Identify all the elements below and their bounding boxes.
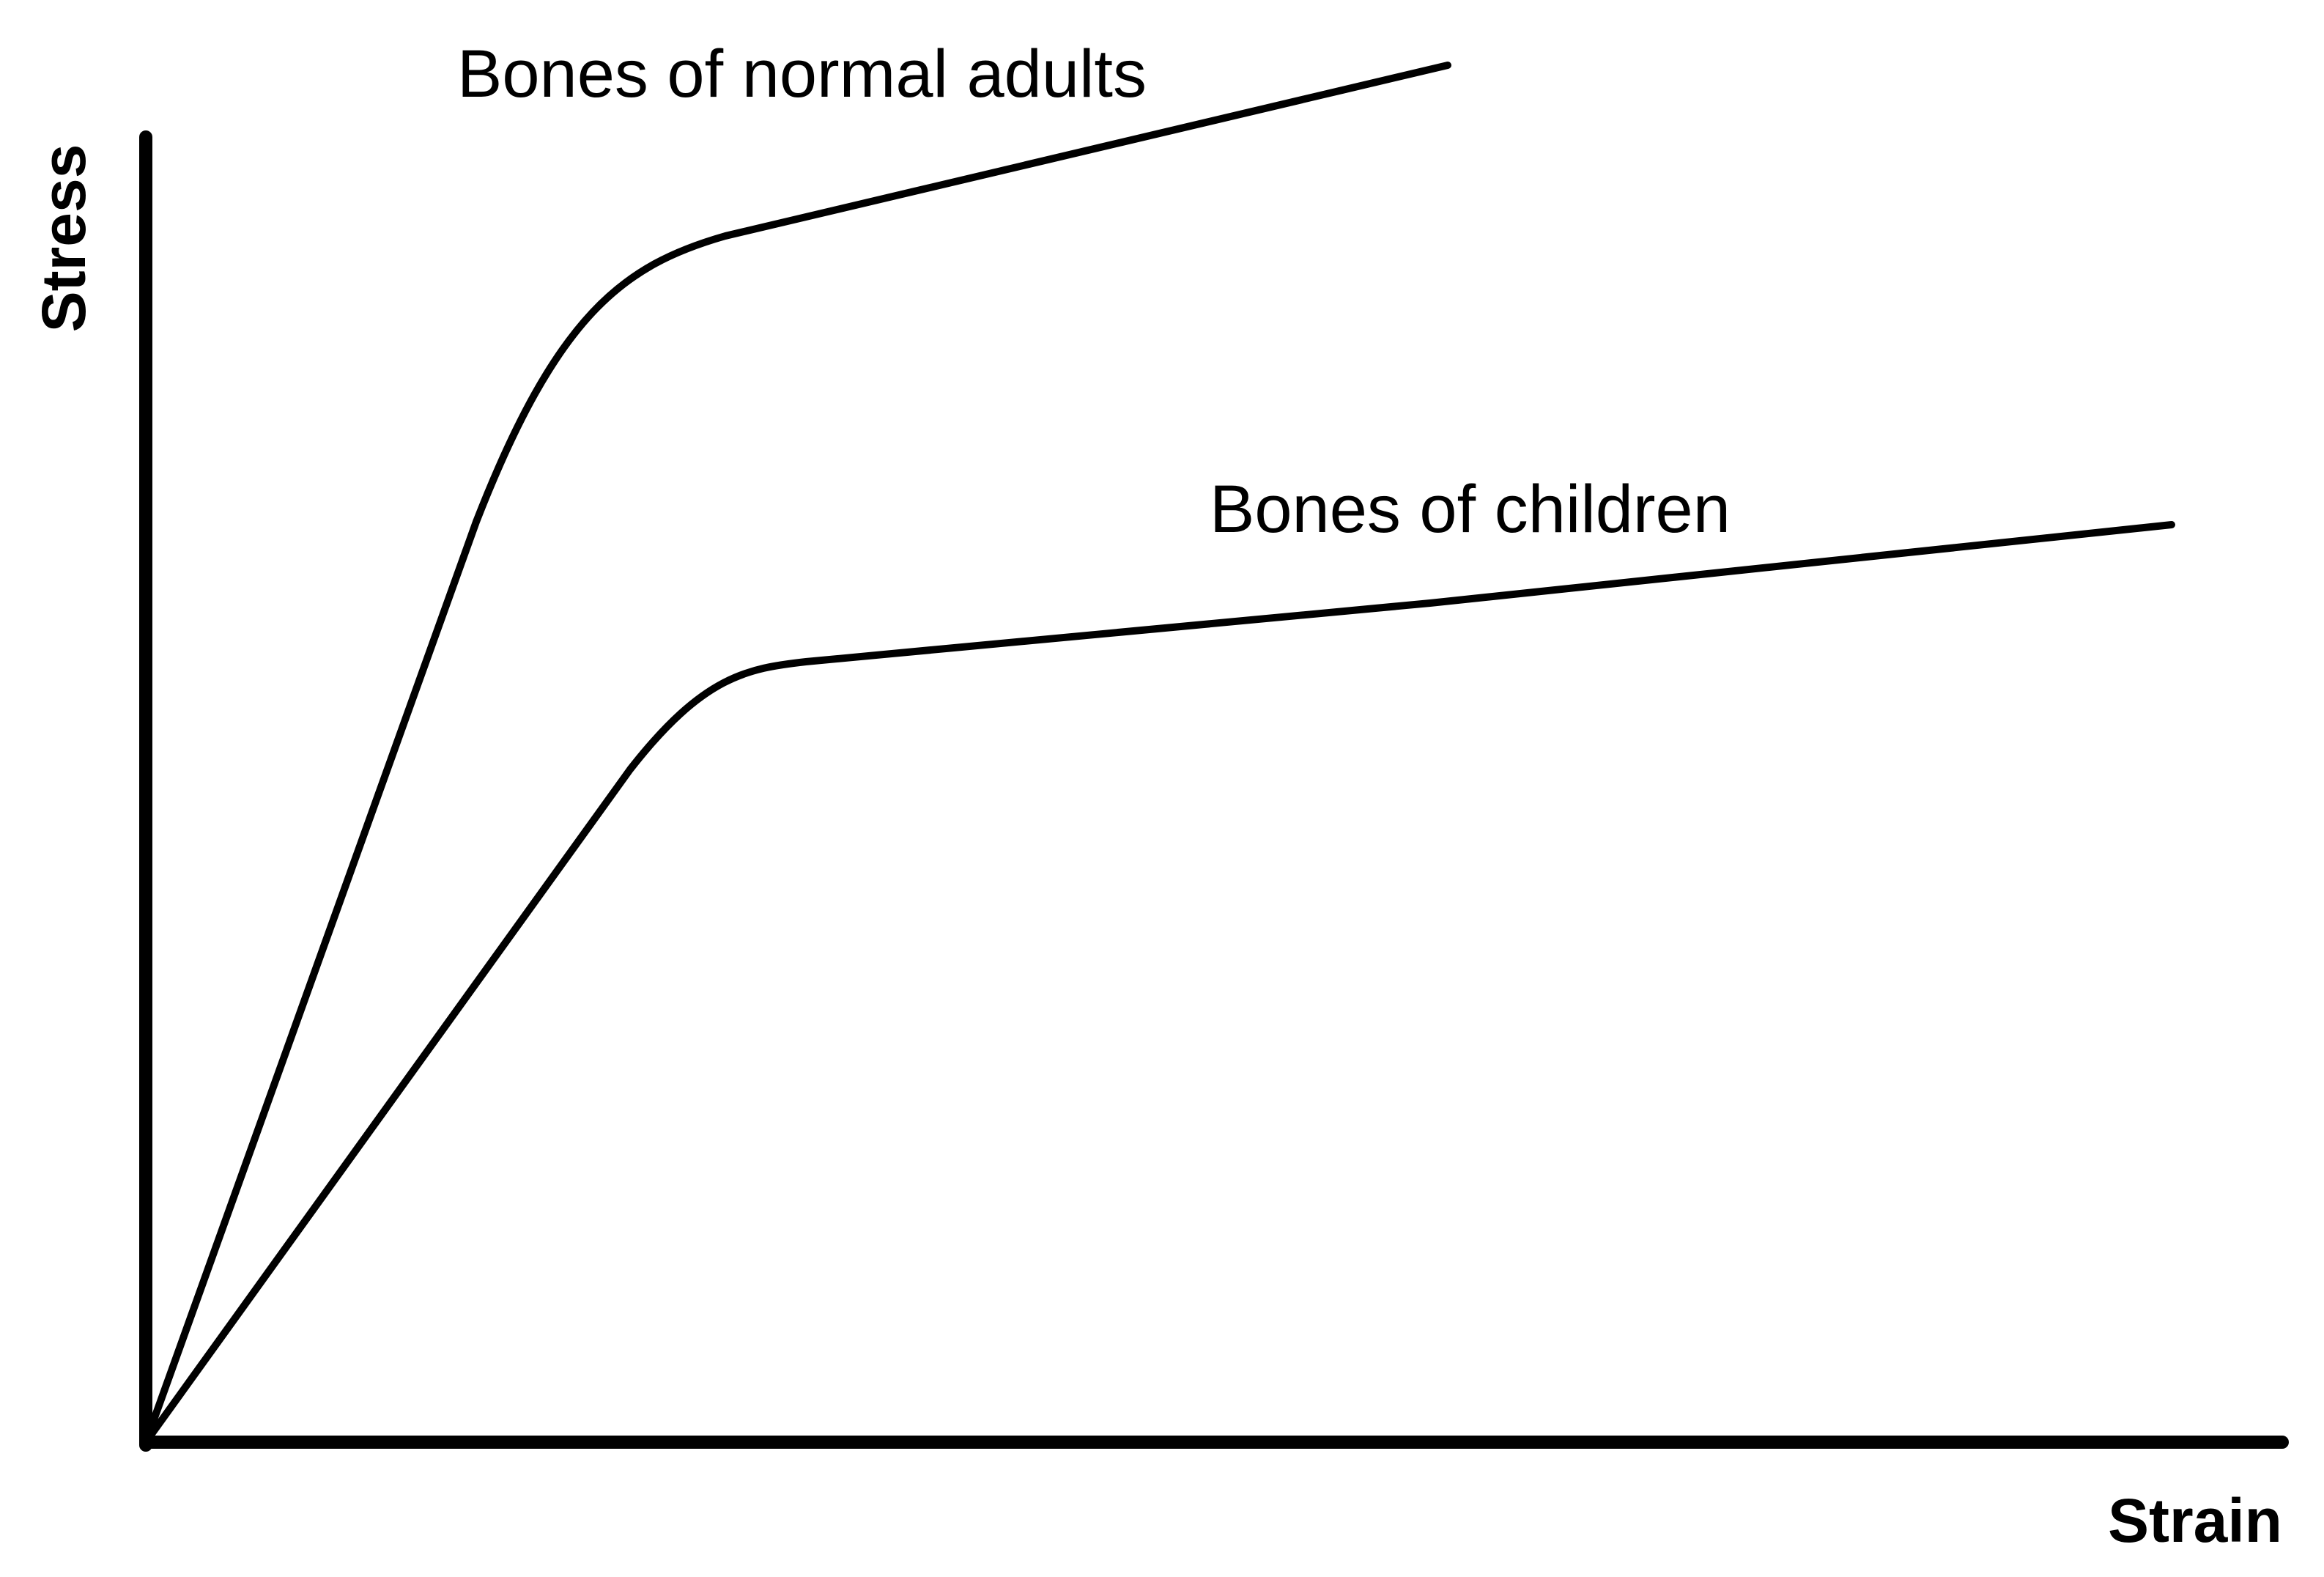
curve-label: Bones of normal adults bbox=[457, 37, 1147, 111]
y-axis-label: Stress bbox=[29, 144, 98, 333]
children-curve bbox=[142, 521, 2175, 1446]
x-axis-label: Strain bbox=[2108, 1486, 2282, 1555]
adult-curve bbox=[142, 62, 1451, 1446]
curve-label: Bones of children bbox=[1210, 472, 1731, 547]
